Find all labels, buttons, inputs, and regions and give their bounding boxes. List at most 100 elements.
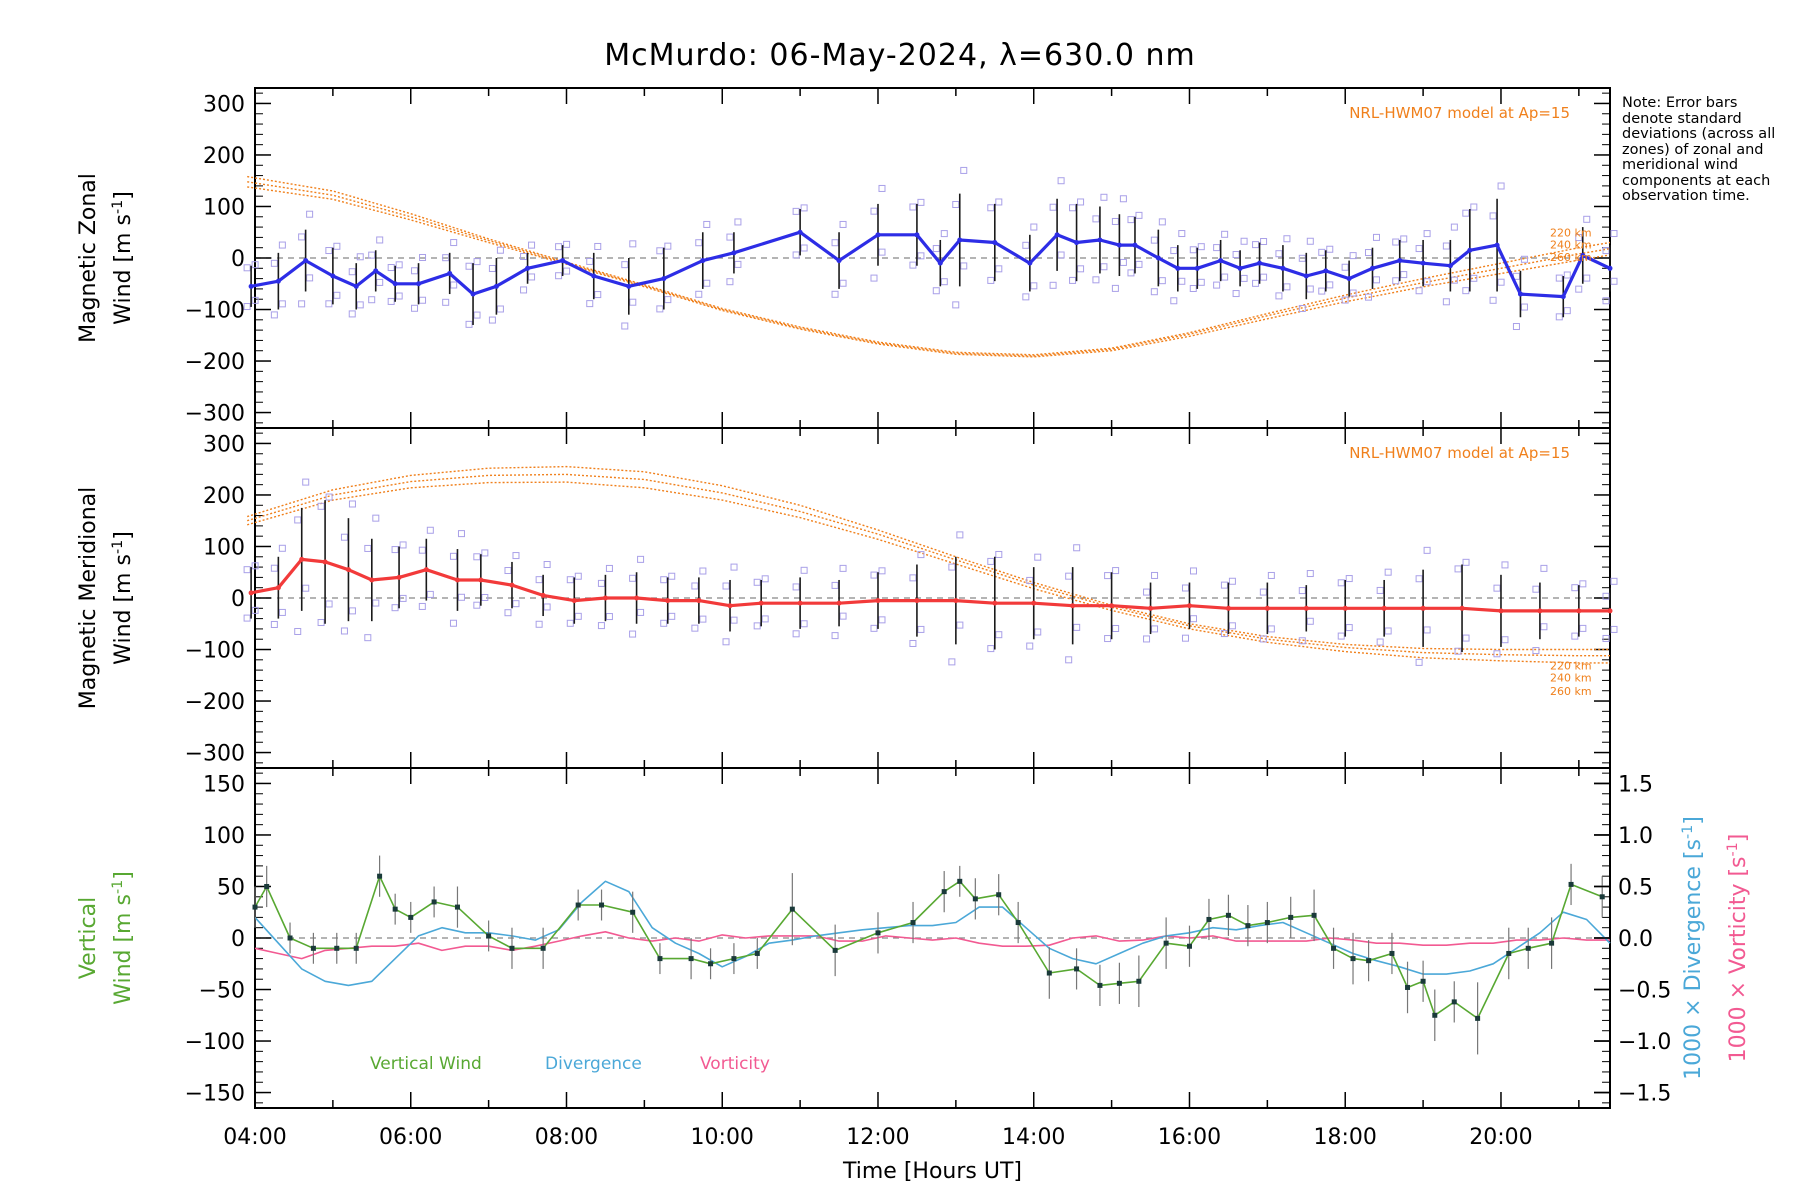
- zone-sample-point: [995, 550, 1003, 558]
- model-curve-260km: [247, 481, 1610, 664]
- vertical-wind-point: [1206, 916, 1212, 922]
- zonal-wind-point: [1280, 265, 1286, 271]
- zone-sample-point: [1100, 263, 1108, 271]
- zone-sample-point: [387, 297, 395, 305]
- y-tick-label: 0: [231, 587, 245, 612]
- zonal-wind-point: [416, 281, 422, 287]
- zone-sample-point: [333, 242, 341, 250]
- zone-sample-point: [629, 298, 637, 306]
- vertical-wind-point: [310, 945, 316, 951]
- zone-sample-point: [1069, 204, 1077, 212]
- zonal-wind-point: [1303, 273, 1309, 279]
- zone-sample-point: [1326, 245, 1334, 253]
- zone-sample-point: [831, 290, 839, 298]
- zone-sample-point: [909, 639, 917, 647]
- zone-sample-point: [699, 615, 707, 623]
- zone-sample-point: [1392, 238, 1400, 246]
- zone-sample-point: [1540, 564, 1548, 572]
- zone-sample-point: [399, 594, 407, 602]
- zone-sample-point: [952, 301, 960, 309]
- model-altitude-label: 260 km: [1550, 251, 1592, 264]
- zone-sample-point: [243, 264, 251, 272]
- y-tick-label: 100: [203, 195, 245, 220]
- zone-sample-point: [695, 290, 703, 298]
- zone-sample-point: [496, 305, 504, 313]
- zone-sample-point: [664, 296, 672, 304]
- y-tick-label: 50: [217, 875, 245, 900]
- zone-sample-point: [1318, 248, 1326, 256]
- zone-sample-point: [418, 546, 426, 554]
- zonal-wind-point: [1257, 260, 1263, 266]
- error-bar-note: Note: Error bars denote standard deviati…: [1622, 95, 1776, 204]
- zone-sample-point: [1497, 182, 1505, 190]
- zone-sample-point: [1400, 271, 1408, 279]
- meridional-wind-point: [758, 600, 764, 606]
- zone-sample-point: [695, 239, 703, 247]
- zone-sample-point: [1442, 298, 1450, 306]
- zone-sample-point: [1100, 193, 1108, 201]
- zone-sample-point: [563, 240, 571, 248]
- zone-sample-point: [270, 564, 278, 572]
- zone-sample-point: [340, 533, 348, 541]
- zone-sample-point: [1602, 592, 1610, 600]
- zone-sample-point: [1298, 304, 1306, 312]
- zone-sample-point: [270, 620, 278, 628]
- y2-axis-label-divergence: 1000 × Divergence [s-1]: [1680, 816, 1706, 1080]
- zone-sample-point: [1372, 276, 1380, 284]
- zone-sample-point: [1575, 234, 1583, 242]
- x-tick-label: 06:00: [379, 1125, 442, 1150]
- zone-sample-point: [1170, 297, 1178, 305]
- zone-sample-point: [1221, 273, 1229, 281]
- zone-sample-point: [831, 632, 839, 640]
- vorticity-line: [254, 930, 1610, 960]
- vertical-wind-point: [657, 956, 663, 962]
- zone-sample-point: [1400, 235, 1408, 243]
- zone-sample-point: [1030, 223, 1038, 231]
- zone-sample-point: [243, 614, 251, 622]
- zone-sample-point: [831, 581, 839, 589]
- zone-sample-point: [1069, 276, 1077, 284]
- zone-sample-point: [956, 531, 964, 539]
- zonal-wind-point: [1027, 260, 1033, 266]
- zone-sample-point: [637, 555, 645, 563]
- zone-sample-point: [987, 204, 995, 212]
- vertical-wind-point: [754, 950, 760, 956]
- zone-sample-point: [1555, 274, 1563, 282]
- zone-sample-point: [800, 566, 808, 574]
- zone-sample-point: [1228, 577, 1236, 585]
- zone-sample-point: [960, 262, 968, 270]
- zone-sample-point: [528, 273, 536, 281]
- zonal-wind-point: [1346, 276, 1352, 282]
- zone-sample-point: [1423, 626, 1431, 634]
- zonal-wind-point: [1155, 255, 1161, 261]
- y2-tick-label: 0.5: [1618, 875, 1653, 900]
- zone-sample-point: [364, 634, 372, 642]
- zone-sample-point: [1112, 567, 1120, 575]
- vertical-wind-point: [1506, 950, 1512, 956]
- zone-sample-point: [956, 621, 964, 629]
- zonal-wind-point: [1323, 268, 1329, 274]
- zone-sample-point: [594, 291, 602, 299]
- zone-sample-point: [960, 166, 968, 174]
- zone-sample-point: [395, 292, 403, 300]
- meridional-wind-point: [1576, 608, 1582, 614]
- meridional-wind-point: [1381, 605, 1387, 611]
- zone-sample-point: [722, 582, 730, 590]
- model-label: NRL-HWM07 model at Ap=15: [1349, 104, 1570, 122]
- model-altitude-label: 240 km: [1550, 672, 1592, 685]
- zone-sample-point: [1318, 287, 1326, 295]
- x-tick-label: 20:00: [1469, 1125, 1532, 1150]
- y-tick-label: 100: [203, 824, 245, 849]
- legend-item: Vorticity: [700, 1054, 770, 1074]
- meridional-wind-point: [914, 598, 920, 604]
- meridional-wind-point: [1148, 605, 1154, 611]
- zone-sample-point: [870, 624, 878, 632]
- zone-sample-point: [419, 253, 427, 261]
- zone-sample-point: [1450, 276, 1458, 284]
- zone-sample-point: [1022, 293, 1030, 301]
- zone-sample-point: [995, 631, 1003, 639]
- meridional-wind-point: [345, 567, 351, 573]
- zone-sample-point: [800, 244, 808, 252]
- zone-sample-point: [473, 258, 481, 266]
- zone-sample-point: [703, 279, 711, 287]
